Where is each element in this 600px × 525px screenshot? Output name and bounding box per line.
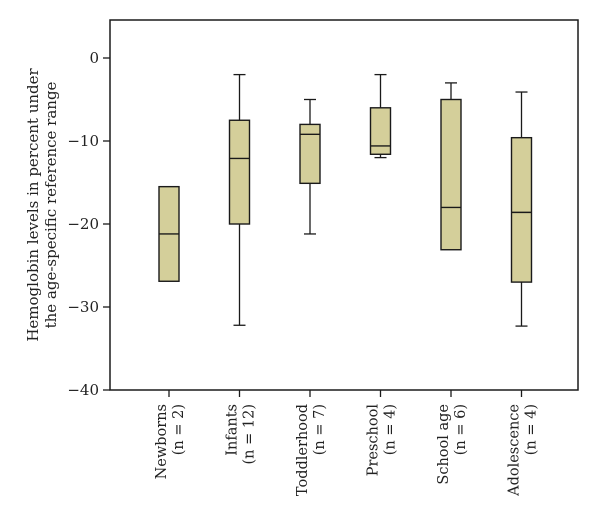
x-tick-n-label: (n = 6) bbox=[453, 404, 469, 455]
x-tick-n-label: (n = 7) bbox=[312, 404, 328, 455]
box-newborns bbox=[158, 185, 180, 282]
box-preschool bbox=[369, 73, 392, 159]
y-tick-label: −20 bbox=[67, 215, 99, 233]
box-iqr bbox=[510, 136, 533, 283]
box-infants bbox=[228, 73, 251, 326]
box-iqr bbox=[369, 107, 392, 155]
box-iqr bbox=[228, 119, 251, 225]
y-axis: 0 −10 −20 −30 −40 bbox=[67, 49, 110, 399]
box-iqr bbox=[440, 98, 462, 251]
x-tick-n-label: (n = 4) bbox=[524, 404, 540, 455]
x-tick-label: Newborns bbox=[154, 404, 170, 479]
x-axis: Newborns (n = 2) Infants (n = 12) Toddlerhoo… bbox=[154, 390, 540, 497]
box-school-age bbox=[440, 82, 462, 251]
x-tick-label: Infants bbox=[225, 404, 241, 456]
box-adolescence bbox=[510, 91, 533, 327]
x-tick-label: Preschool bbox=[366, 404, 382, 477]
plot-frame bbox=[109, 19, 579, 391]
y-axis-title: Hemoglobin levels in percent under the a… bbox=[24, 68, 60, 342]
y-axis-title-line-2: the age-specific reference range bbox=[42, 81, 60, 328]
x-tick-label: School age bbox=[436, 404, 452, 485]
y-tick-label: 0 bbox=[89, 49, 99, 67]
y-tick-label: −10 bbox=[67, 132, 99, 150]
y-tick-label: −40 bbox=[67, 381, 99, 399]
x-tick-n-label: (n = 4) bbox=[383, 404, 399, 455]
boxes bbox=[158, 73, 533, 327]
x-tick-label: Adolescence bbox=[507, 404, 523, 497]
box-toddlerhood bbox=[299, 98, 321, 235]
y-tick-label: −30 bbox=[67, 298, 99, 316]
box-iqr bbox=[299, 123, 321, 185]
y-axis-title-line-1: Hemoglobin levels in percent under bbox=[24, 68, 42, 342]
x-tick-n-label: (n = 12) bbox=[242, 404, 258, 464]
x-tick-label: Toddlerhood bbox=[295, 404, 311, 496]
x-tick-n-label: (n = 2) bbox=[171, 404, 187, 455]
